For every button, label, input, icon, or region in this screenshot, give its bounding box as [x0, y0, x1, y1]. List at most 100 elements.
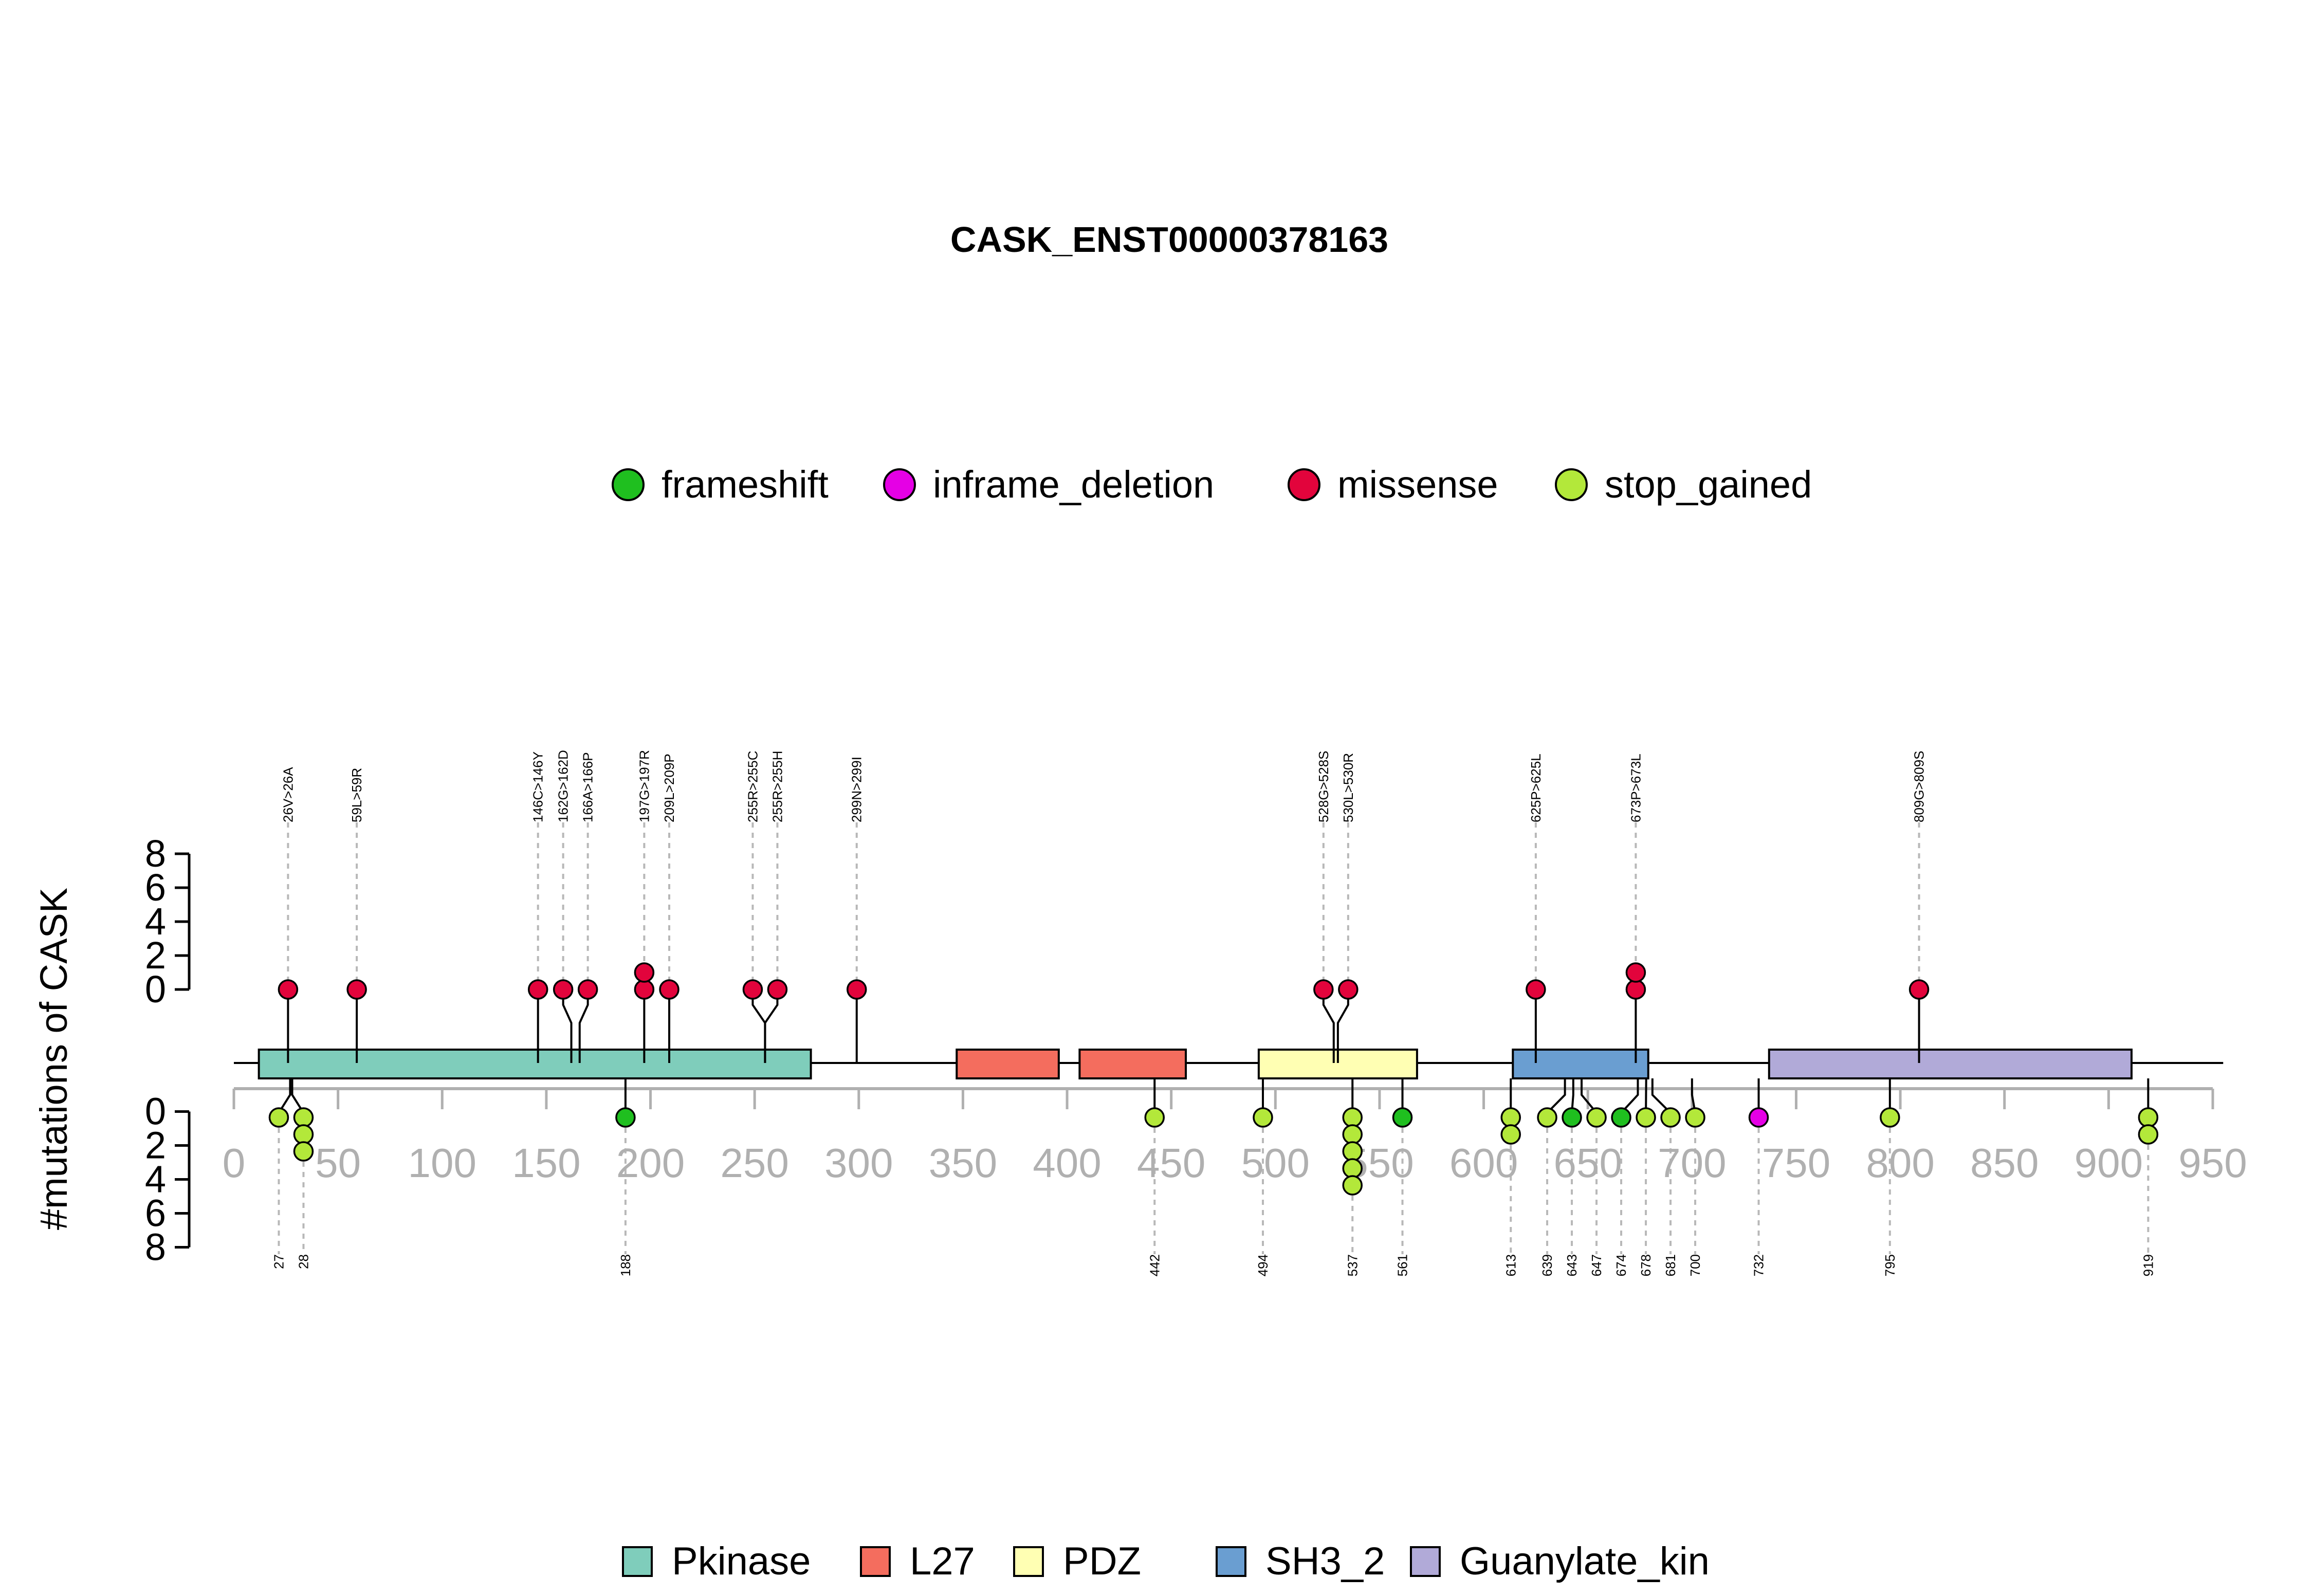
- domain-legend-item: Pkinase: [622, 1539, 811, 1583]
- lollipop-points: [268, 962, 2159, 1196]
- position-label: 639: [1539, 1254, 1555, 1276]
- position-tick-label: 150: [512, 1140, 580, 1186]
- upper-y-tick-label: 6: [145, 866, 166, 909]
- legend-stop_gained-label: stop_gained: [1605, 463, 1812, 506]
- position-tick-label: 600: [1449, 1140, 1518, 1186]
- domain-pkinase: [258, 1049, 812, 1079]
- position-label: 613: [1503, 1254, 1518, 1276]
- mutation-point-missense: [634, 962, 655, 983]
- mutation-point-frameshift: [1562, 1107, 1582, 1128]
- mutation-point-stop_gained: [1342, 1158, 1363, 1179]
- legend-guanylate_kin-swatch: [1410, 1546, 1441, 1577]
- legend-missense-label: missense: [1337, 463, 1498, 506]
- mutation-label: 809G>809S: [1912, 750, 1927, 822]
- position-label: 28: [296, 1254, 311, 1269]
- lower-y-tick-label: 8: [145, 1225, 166, 1268]
- position-label: 188: [618, 1254, 633, 1276]
- mutation-point-stop_gained: [1660, 1107, 1681, 1128]
- mutation-point-stop_gained: [293, 1124, 314, 1145]
- position-tick-label: 950: [2178, 1140, 2247, 1186]
- guide-lines: [278, 822, 2150, 1254]
- position-tick-label: 800: [1866, 1140, 1934, 1186]
- mutation-point-stop_gained: [1685, 1107, 1705, 1128]
- mutation-point-stop_gained: [1342, 1124, 1363, 1145]
- mutation-point-stop_gained: [1253, 1107, 1273, 1128]
- legend-pdz-label: PDZ: [1063, 1539, 1141, 1583]
- position-label: 561: [1395, 1254, 1410, 1276]
- mutation-point-inframe_deletion: [1748, 1107, 1769, 1128]
- y-axis-label: #mutations of CASK: [32, 888, 75, 1230]
- mutation-point-missense: [1526, 979, 1546, 1000]
- position-tick-label: 350: [929, 1140, 997, 1186]
- mutation-label: 197G>197R: [636, 750, 652, 822]
- mutation-point-stop_gained: [293, 1107, 314, 1128]
- upper-y-tick-label: 4: [145, 900, 166, 943]
- legend-frameshift-label: frameshift: [662, 463, 829, 506]
- mutation-point-frameshift: [1611, 1107, 1631, 1128]
- mutation-point-stop_gained: [1342, 1175, 1363, 1196]
- mutation-point-frameshift: [615, 1107, 636, 1128]
- mutation-label: 255R>255C: [745, 751, 760, 823]
- position-label: 643: [1564, 1254, 1580, 1276]
- upper-y-tick-label: 8: [145, 832, 166, 875]
- mutation-label: 673P>673L: [1628, 754, 1643, 822]
- mutation-legend-item: inframe_deletion: [883, 463, 1214, 506]
- mutation-label: 146C>146Y: [530, 751, 546, 822]
- domain-l27: [1078, 1049, 1187, 1079]
- legend-pkinase-swatch: [622, 1546, 653, 1577]
- mutation-point-missense: [1338, 979, 1359, 1000]
- mutation-label: 166A>166P: [580, 752, 596, 822]
- domain-legend-item: PDZ: [1013, 1539, 1141, 1583]
- position-tick-label: 250: [720, 1140, 788, 1186]
- position-label: 674: [1613, 1254, 1629, 1276]
- mutation-point-missense: [659, 979, 680, 1000]
- mutation-point-missense: [1908, 979, 1930, 1000]
- mutation-point-missense: [1625, 979, 1646, 1000]
- mutation-labels: 26V>26A 59L>59R 146C>146Y 162G>162D 166A>166…: [271, 750, 2156, 1276]
- lower-y-tick-label: 4: [145, 1158, 166, 1200]
- mutation-point-missense: [634, 979, 655, 1000]
- legend-sh3_2-label: SH3_2: [1265, 1539, 1385, 1583]
- mutation-point-stop_gained: [1342, 1107, 1363, 1128]
- legend-missense-marker: [1288, 468, 1320, 501]
- mutation-point-stop_gained: [268, 1107, 289, 1128]
- mutation-label: 26V>26A: [280, 767, 296, 822]
- mutation-point-stop_gained: [1500, 1124, 1521, 1145]
- mutation-point-stop_gained: [2138, 1124, 2159, 1145]
- position-label: 919: [2140, 1254, 2156, 1276]
- domain-sh3_2: [1512, 1049, 1649, 1079]
- mutation-point-stop_gained: [1537, 1107, 1557, 1128]
- mutation-point-stop_gained: [1880, 1107, 1900, 1128]
- legend-stop_gained-marker: [1555, 468, 1588, 501]
- mutation-legend-item: stop_gained: [1555, 463, 1812, 506]
- position-label: 732: [1751, 1254, 1767, 1276]
- mutation-point-frameshift: [1392, 1107, 1413, 1128]
- upper-y-tick-label: 0: [145, 968, 166, 1011]
- legend-guanylate_kin-label: Guanylate_kin: [1460, 1539, 1710, 1583]
- domain-guanylate_kin: [1768, 1049, 2133, 1079]
- mutation-label: 528G>528S: [1316, 750, 1331, 822]
- lower-y-tick-label: 2: [145, 1124, 166, 1166]
- mutation-point-missense: [553, 979, 574, 1000]
- mutation-point-missense: [577, 979, 598, 1000]
- legend-frameshift-marker: [612, 468, 645, 501]
- mutation-point-missense: [846, 979, 867, 1000]
- mutation-point-missense: [1625, 962, 1646, 983]
- mutation-point-missense: [278, 979, 299, 1000]
- legend-sh3_2-swatch: [1216, 1546, 1246, 1577]
- mutation-point-stop_gained: [1586, 1107, 1607, 1128]
- position-label: 494: [1255, 1254, 1271, 1276]
- position-label: 442: [1147, 1254, 1162, 1276]
- mutation-label: 209L>209P: [662, 754, 677, 822]
- legend-pkinase-label: Pkinase: [672, 1539, 811, 1583]
- mutation-point-stop_gained: [1342, 1141, 1363, 1162]
- position-label: 700: [1687, 1254, 1703, 1276]
- position-tick-label: 0: [223, 1140, 246, 1186]
- position-tick-label: 50: [315, 1140, 361, 1186]
- position-label: 678: [1638, 1254, 1654, 1276]
- mutation-point-missense: [767, 979, 788, 1000]
- legend-inframe_deletion-label: inframe_deletion: [933, 463, 1214, 506]
- position-label: 795: [1882, 1254, 1898, 1276]
